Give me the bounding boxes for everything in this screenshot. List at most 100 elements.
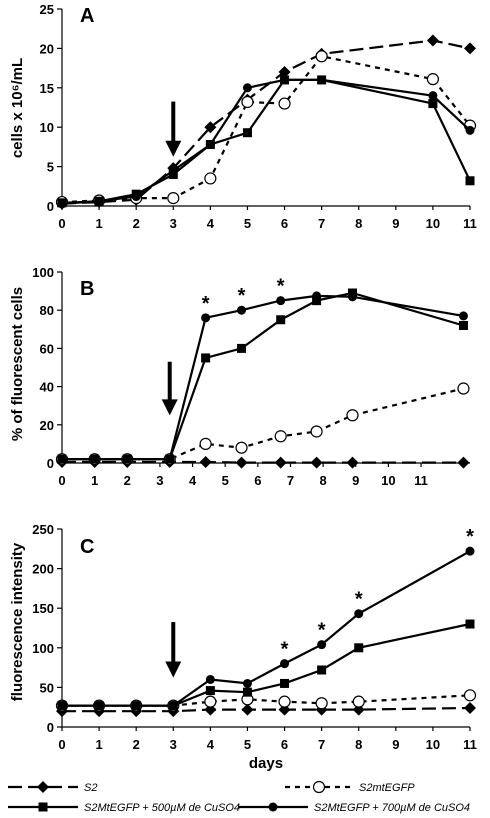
data-point-500um-a [242,128,252,138]
data-point-500um-b [276,315,286,325]
legend-marker-s2mtegfp [312,780,326,794]
data-point-s2mtegfp-a [241,95,254,109]
data-point-s2-b [274,456,287,469]
x-tick-label-c: 7 [318,737,325,752]
data-point-s2-b [346,456,359,469]
series-line-700um-a [61,78,471,205]
data-point-s2mtegfp-b [346,409,359,422]
x-tick-label-b: 10 [381,473,395,488]
y-tick-label-c: 0 [47,720,54,735]
data-point-s2-a [278,66,291,79]
y-tick-label-a: 15 [40,81,54,96]
treatment-arrow-head-c [165,661,182,678]
y-tick-label-c: 250 [32,522,54,537]
data-point-500um-b [312,296,322,306]
data-point-700um-a [280,75,290,85]
panel-b: B % of fluorescent cells 0 20 40 60 80 100 0 1 2… [9,265,470,488]
data-point-700um-c [465,546,475,556]
data-point-700um-b [458,311,468,321]
y-axis-label-b: % of fluorescent cells [9,287,26,441]
data-point-500um-c [465,619,475,629]
y-axis-label-c: fluorescence intensity [9,542,26,701]
data-point-s2-b [235,456,248,469]
x-tick-label-b: 6 [254,473,261,488]
panel-a: A cells x 10⁶/mL 0 5 10 15 20 25 0 1 2 3 4 5 6 7 8 9 10 1… [9,2,477,231]
y-tick-label-c: 50 [40,680,54,695]
data-point-s2-a [204,121,217,134]
significance-star-c: * [466,526,474,548]
data-point-700um-b [201,313,211,323]
data-point-s2-a [464,42,476,55]
x-tick-label-a: 1 [95,216,102,231]
data-point-s2mtegfp-b [457,382,470,395]
data-point-700um-a [131,192,141,202]
significance-star-c: * [318,620,326,642]
data-point-s2mtegfp-a [426,73,440,86]
data-point-s2mtegfp-a [315,50,328,63]
data-point-700um-a [94,196,104,206]
data-point-700um-c [354,609,364,619]
data-point-s2mtegfp-c [278,695,291,708]
significance-star-c: * [281,639,289,661]
y-tick-label-c: 150 [32,601,54,616]
x-tick-label-c: 1 [95,737,102,752]
y-tick-label-b: 100 [32,265,54,280]
data-point-700um-a [205,140,215,150]
x-tick-label-b: 2 [124,473,131,488]
data-point-500um-b [201,353,211,363]
legend-label-s2mtegfp: S2mtEGFP [359,782,415,794]
data-point-s2-b [310,456,323,469]
data-point-700um-a [57,199,67,209]
panel-c: C fluorescence intensity days 0501001502… [9,522,477,772]
treatment-arrow-head-b [161,399,178,416]
data-point-500um-c [354,643,364,653]
x-tick-label-c: 3 [170,737,177,752]
data-point-s2mtegfp-a [204,172,217,185]
data-point-s2-a [426,34,439,47]
panel-letter-b: B [80,278,94,300]
significance-star-b: * [202,293,210,315]
significance-star-b: * [238,285,246,307]
x-tick-label-a: 2 [133,216,140,231]
series-line-500um-c [62,622,471,707]
data-point-s2mtegfp-a [278,97,291,110]
y-tick-label-b: 0 [47,456,54,471]
x-tick-label-c: 11 [463,737,477,752]
x-tick-label-a: 11 [463,216,477,231]
data-point-700um-c [317,640,327,650]
x-tick-label-b: 3 [156,473,163,488]
y-tick-label-b: 20 [40,418,54,433]
legend-marker-500um [38,802,48,812]
x-tick-label-c: 0 [58,737,65,752]
data-point-s2mtegfp-b [274,430,287,443]
data-point-700um-a [168,166,178,176]
x-tick-label-b: 8 [320,473,327,488]
x-tick-label-a: 10 [426,216,440,231]
data-point-s2-c [241,703,254,716]
data-point-700um-b [165,454,175,464]
y-tick-label-a: 0 [47,199,54,214]
data-point-700um-b [237,305,247,315]
significance-star-b: * [277,276,285,298]
legend-item-700um: S2MtEGFP + 700µM de CuSO4 [314,802,470,814]
legend-label-s2: S2 [84,782,97,794]
data-point-700um-a [317,75,327,85]
legend-item-500um: S2MtEGFP + 500µM de CuSO4 [84,802,240,814]
series-line-s2mtegfp-a [61,55,471,204]
data-point-700um-b [347,292,357,302]
data-point-700um-b [312,291,322,301]
series-line-s2-a [61,39,471,205]
y-tick-label-b: 60 [40,341,54,356]
data-point-700um-a [465,125,475,135]
x-tick-label-c: 5 [244,737,251,752]
data-point-700um-c [205,674,215,684]
legend: S2 S2mtEGFP S2MtEGFP + 500µM de CuSO4 S2… [8,780,470,814]
series-line-700um-c [62,550,471,707]
series-line-s2mtegfp-b [62,387,464,461]
x-tick-label-a: 9 [392,216,399,231]
x-tick-label-a: 8 [355,216,362,231]
y-tick-label-a: 10 [40,120,54,135]
x-tick-label-b: 5 [222,473,229,488]
data-point-s2mtegfp-c [315,697,328,710]
x-tick-label-c: 4 [207,737,215,752]
